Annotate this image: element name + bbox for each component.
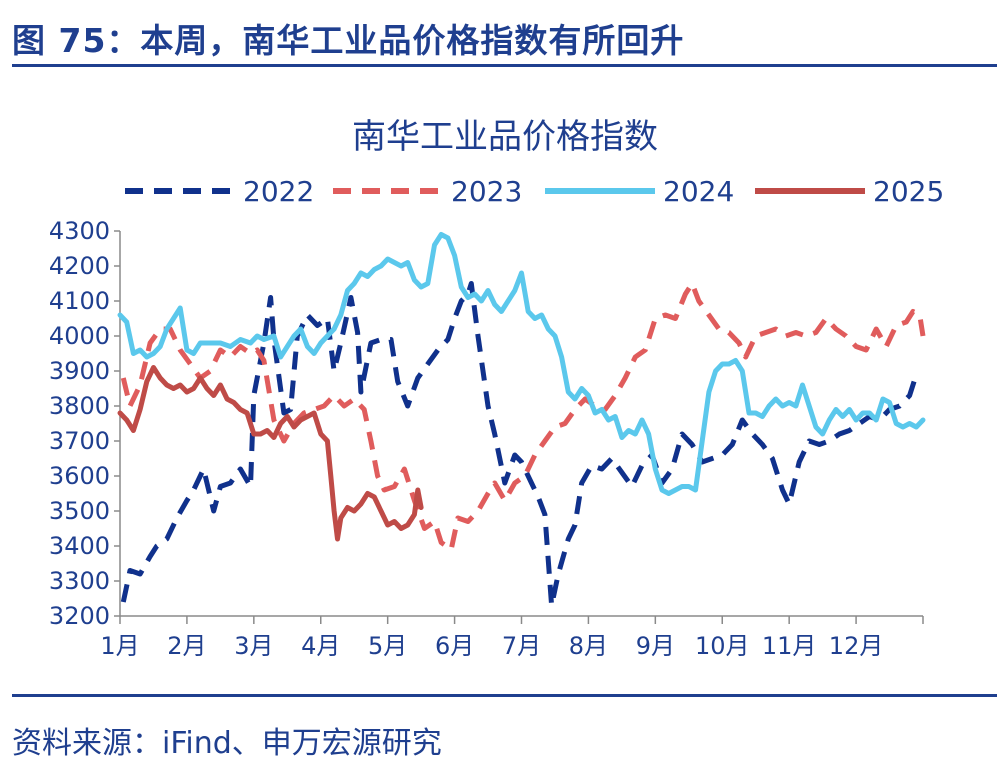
x-axis: 1月 2月 3月 4月 5月 6月 7月 8月 9月 10月 11月 12月 [100, 615, 924, 660]
y-tick-label: 3800 [49, 392, 110, 420]
y-tick-label: 4300 [49, 217, 110, 245]
x-tick-label: 1月 [100, 632, 139, 660]
x-tick-label: 11月 [762, 632, 817, 660]
x-tick-label: 8月 [569, 632, 608, 660]
chart-legend: 2022 2023 2024 2025 [125, 175, 944, 208]
y-tick-label: 3600 [49, 462, 110, 490]
footer-rule [12, 694, 997, 697]
line-chart: 南华工业品价格指数 2022 2023 2024 2025 3200330034003… [49, 117, 944, 660]
y-tick-label: 3700 [49, 427, 110, 455]
y-tick-label: 4000 [49, 322, 110, 350]
x-tick-label: 3月 [234, 632, 273, 660]
title-rule [12, 64, 997, 67]
y-tick-label: 3200 [49, 602, 110, 630]
y-tick-label: 4100 [49, 287, 110, 315]
x-tick-label: 5月 [368, 632, 407, 660]
source-note: 资料来源：iFind、申万宏源研究 [12, 726, 442, 761]
legend-label-2025: 2025 [873, 175, 944, 208]
y-tick-label: 3900 [49, 357, 110, 385]
legend-label-2022: 2022 [243, 175, 314, 208]
legend-label-2023: 2023 [451, 175, 522, 208]
x-tick-label: 7月 [502, 632, 541, 660]
x-tick-label: 2月 [167, 632, 206, 660]
y-axis: 3200 3300 3400 3500 3600 3700 3800 3900 4000 4100… [49, 217, 121, 630]
chart-title: 南华工业品价格指数 [352, 117, 658, 157]
series-line-2023 [120, 281, 926, 552]
x-tick-label: 4月 [301, 632, 340, 660]
y-tick-label: 3500 [49, 497, 110, 525]
y-tick-label: 3300 [49, 567, 110, 595]
figure-title: 图 75：本周，南华工业品价格指数有所回升 [12, 21, 685, 60]
series-line-2022 [120, 281, 919, 608]
x-tick-label: 12月 [829, 632, 884, 660]
legend-label-2024: 2024 [663, 175, 734, 208]
series-line-2025 [117, 365, 424, 542]
x-tick-label: 10月 [695, 632, 750, 660]
x-tick-label: 6月 [435, 632, 474, 660]
y-tick-label: 4200 [49, 252, 110, 280]
x-tick-label: 9月 [636, 632, 675, 660]
y-tick-label: 3400 [49, 532, 110, 560]
series-layer [117, 232, 926, 608]
series-line-2024 [117, 232, 926, 496]
